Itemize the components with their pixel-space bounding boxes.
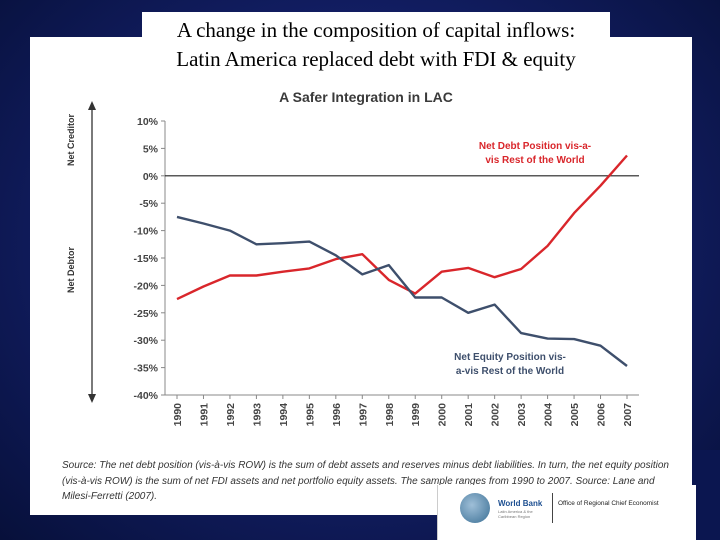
y-tick-label: -20% (133, 280, 158, 292)
series-label-line-1: Net Debt Position vis-a- (479, 141, 591, 152)
logo-divider (552, 493, 553, 523)
y-tick-label: -30% (133, 335, 158, 347)
source-line-1: Source: The net debt position (vis-à-vis… (62, 460, 669, 471)
x-tick-label: 2001 (463, 403, 475, 427)
series-label-line-2: vis Rest of the World (485, 155, 584, 166)
arrow-down-icon (88, 394, 96, 403)
series-label-line-1: Net Equity Position vis- (454, 352, 566, 363)
series-line-net-debt (176, 154, 628, 301)
net-creditor-label: Net Creditor (66, 114, 76, 167)
series-label-line-2: a-vis Rest of the World (456, 366, 564, 377)
x-tick-label: 1999 (410, 403, 422, 427)
chart-panel (30, 37, 692, 515)
arrow-up-icon (88, 101, 96, 110)
x-tick-label: 1990 (172, 403, 184, 427)
slide-frame-edge (692, 450, 720, 540)
x-tick-label: 2007 (622, 403, 634, 427)
series-line-net-equity (176, 215, 628, 367)
source-line-3: Milesi-Ferretti (2007). (62, 491, 158, 502)
x-tick-label: 1993 (251, 403, 263, 427)
x-axis: 1990 1991 1992 1993 1994 1995 1996 1997 1998 1999… (165, 394, 639, 427)
slide-title: A change in the composition of capital i… (142, 12, 610, 76)
x-tick-label: 1998 (384, 403, 396, 427)
source-note: Source: The net debt position (vis-à-vis… (62, 458, 682, 505)
chart-title: A Safer Integration in LAC (279, 89, 453, 105)
y-tick-label: -5% (139, 198, 158, 210)
x-tick-label: 2006 (596, 403, 608, 427)
x-tick-label: 2005 (569, 403, 581, 427)
y-tick-label: -25% (133, 308, 158, 320)
x-tick-label: 1992 (225, 403, 237, 427)
y-tick-label: -15% (133, 253, 158, 265)
y-tick-label: -10% (133, 226, 158, 238)
x-tick-label: 2004 (543, 403, 555, 427)
logo-subtitle: Latin America & the Caribbean Region (498, 509, 533, 519)
series-lines (176, 154, 628, 367)
slide-title-line-1: A change in the composition of capital i… (176, 18, 576, 42)
y-tick-label: 5% (143, 143, 159, 155)
x-tick-label: 1994 (278, 403, 290, 427)
y-tick-label: 10% (137, 116, 159, 128)
x-tick-label: 2003 (516, 403, 528, 427)
x-tick-label: 1997 (357, 403, 369, 427)
globe-icon (460, 493, 490, 523)
source-line-2: (vis-à-vis ROW) is the sum of net FDI as… (62, 475, 655, 487)
x-tick-label: 1995 (304, 403, 316, 427)
logo-name: World Bank (498, 499, 543, 508)
slide-title-line-2: Latin America replaced debt with FDI & e… (176, 47, 576, 71)
y-tick-label: -35% (133, 363, 158, 375)
y-tick-label: 0% (143, 171, 159, 183)
x-tick-label: 2000 (437, 403, 449, 427)
x-tick-label: 2002 (490, 403, 502, 427)
office-label: Office of Regional Chief Economist (558, 500, 659, 507)
y-axis: 10% 5% 0% -5% -10% -15% -20% -25% -30% -35% -40% (133, 116, 639, 402)
x-tick-label: 1996 (331, 403, 343, 427)
footer-logo: World Bank Latin America & the Caribbean… (437, 485, 696, 540)
x-tick-label: 1991 (198, 403, 210, 427)
y-tick-label: -40% (133, 390, 158, 402)
net-debtor-label: Net Debtor (66, 247, 76, 293)
net-position-indicator: Net Creditor Net Debtor (66, 101, 96, 403)
series-labels: Net Debt Position vis-a-vis Rest of the … (454, 141, 591, 377)
